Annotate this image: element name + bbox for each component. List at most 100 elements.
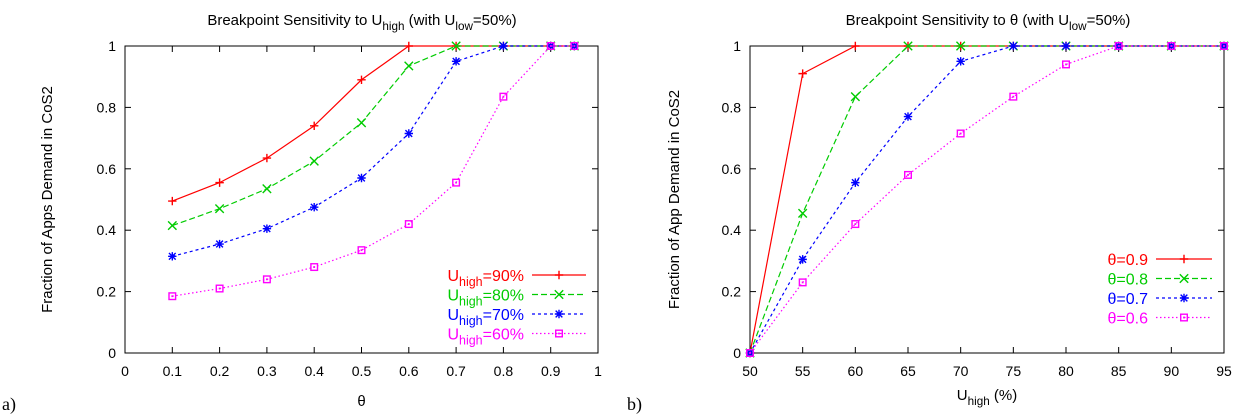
data-point-center <box>502 95 505 98</box>
series-line <box>172 45 575 297</box>
y-tick-label: 0.4 <box>97 222 117 238</box>
legend-marker <box>554 289 564 300</box>
text-part: θ=0.6 <box>1108 311 1149 328</box>
series-2 <box>745 41 1229 358</box>
series-1 <box>745 41 1229 358</box>
data-point <box>1009 92 1018 101</box>
data-point <box>546 42 555 51</box>
x-tick-label: 80 <box>1058 363 1074 379</box>
data-point <box>404 220 413 229</box>
subscript-text: high <box>382 20 404 33</box>
text-part: =80% <box>483 288 524 305</box>
chart-b: Breakpoint Sensitivity to θ (with Ulow=5… <box>627 12 1232 415</box>
data-point <box>262 184 272 194</box>
text-part: U <box>447 268 459 285</box>
series-line <box>172 45 575 257</box>
panel-label: a) <box>2 394 16 415</box>
data-point <box>1219 42 1228 51</box>
x-tick-label: 90 <box>1164 363 1180 379</box>
x-tick-label: 0.9 <box>541 363 561 379</box>
data-point <box>404 41 413 51</box>
data-point <box>215 284 224 293</box>
series-3 <box>746 42 1228 358</box>
legend-label: θ=0.6 <box>1108 311 1149 328</box>
data-point-center <box>907 174 909 176</box>
y-axis-label: Fraction of Apps Demand in CoS2 <box>39 86 56 313</box>
data-point <box>499 92 508 101</box>
x-tick-label: 50 <box>742 363 758 379</box>
data-point-center <box>749 352 751 354</box>
data-point <box>1061 60 1070 69</box>
data-point <box>851 41 860 51</box>
y-tick-label: 0.4 <box>722 222 742 238</box>
x-tick-label: 95 <box>1216 363 1232 379</box>
legend-marker <box>1179 273 1189 284</box>
x-tick-label: 0.8 <box>494 363 514 379</box>
x-tick-label: 55 <box>795 363 811 379</box>
data-point <box>798 69 807 78</box>
data-point-center <box>313 266 316 268</box>
series-line <box>172 45 575 202</box>
y-tick-label: 0 <box>733 345 741 361</box>
text-part: θ=0.7 <box>1108 291 1149 308</box>
data-point-center <box>218 287 221 290</box>
data-point <box>903 112 913 121</box>
data-point <box>798 278 807 287</box>
subscript-text: high <box>968 395 990 408</box>
data-point <box>168 196 177 206</box>
panel-label: b) <box>627 394 642 415</box>
x-tick-label: 65 <box>900 363 916 379</box>
data-point-center <box>266 278 268 281</box>
x-tick-label: 1 <box>594 363 602 379</box>
x-tick-label: 75 <box>1006 363 1022 379</box>
text-part: (with U <box>405 12 456 29</box>
x-axis-label: θ <box>357 393 365 410</box>
data-point-center <box>959 132 962 135</box>
legend-label: Uhigh=70% <box>447 307 524 328</box>
text-part: (%) <box>990 387 1018 404</box>
y-tick-label: 0.2 <box>722 284 742 300</box>
legend-label: Uhigh=90% <box>447 268 524 289</box>
series-line <box>749 45 1224 354</box>
data-point <box>357 246 366 255</box>
series-0 <box>168 41 579 206</box>
legend-marker <box>1179 254 1189 264</box>
data-point-center <box>1223 45 1225 47</box>
legend-marker <box>555 329 564 338</box>
series-line <box>749 45 1224 354</box>
legend-label: θ=0.9 <box>1108 252 1149 269</box>
data-point <box>356 118 367 128</box>
data-point-center <box>407 223 410 225</box>
data-point-center <box>455 181 457 184</box>
x-tick-label: 0.5 <box>352 363 372 379</box>
legend-marker <box>554 309 564 319</box>
text-part: U <box>447 307 459 324</box>
data-point-center <box>360 249 363 252</box>
data-point <box>797 208 808 219</box>
data-point <box>167 220 177 231</box>
series-1 <box>167 41 580 231</box>
x-tick-label: 0 <box>121 363 129 379</box>
x-tick-label: 60 <box>848 363 864 379</box>
data-point <box>168 292 177 301</box>
y-tick-label: 0.6 <box>97 161 117 177</box>
data-point <box>904 170 913 179</box>
text-part: =60% <box>483 327 524 344</box>
data-point <box>452 178 461 187</box>
x-tick-label: 0.3 <box>257 363 277 379</box>
data-point <box>903 41 913 51</box>
data-point <box>746 349 755 358</box>
data-point <box>404 61 414 71</box>
series-line <box>172 45 575 227</box>
data-point-center <box>573 45 576 47</box>
data-point <box>309 156 319 166</box>
x-tick-label: 0.6 <box>399 363 419 379</box>
data-point <box>851 178 860 187</box>
data-point-center <box>171 295 174 298</box>
data-point <box>262 224 272 233</box>
data-point-center <box>854 223 857 225</box>
data-point <box>404 129 413 138</box>
y-tick-label: 1 <box>733 38 741 54</box>
text-part: U <box>447 327 459 344</box>
x-axis-label: Uhigh (%) <box>957 387 1017 408</box>
